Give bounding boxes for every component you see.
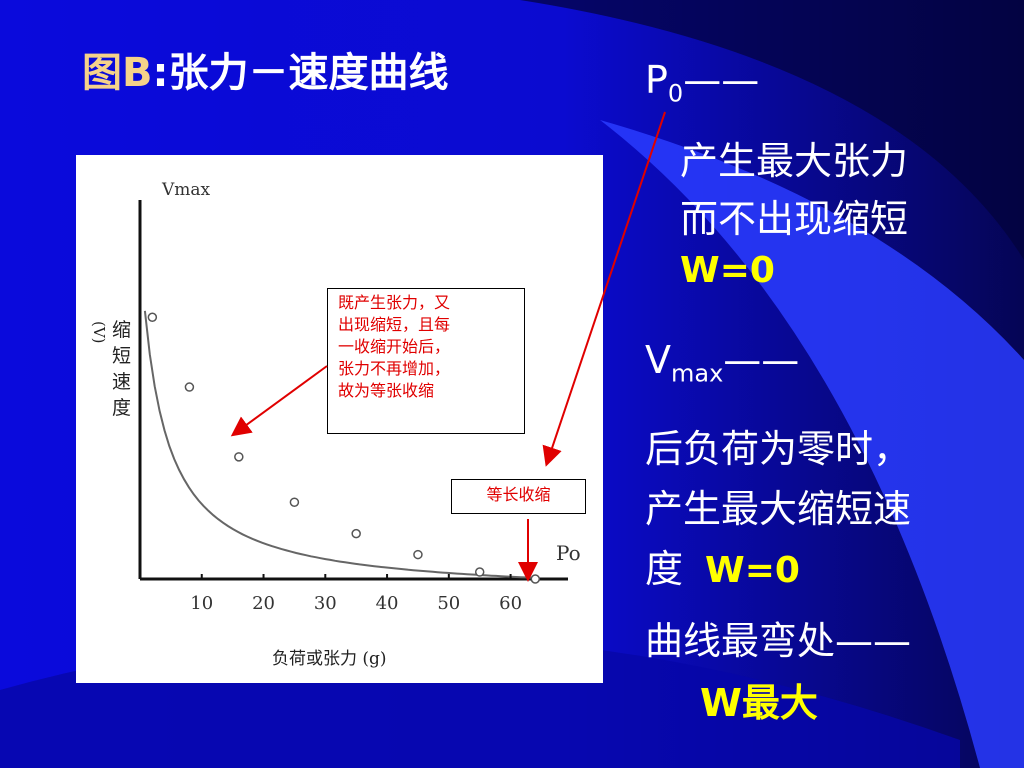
vmax-label: V [645, 338, 671, 382]
data-point [530, 574, 541, 584]
y-axis-paren-label: (V) [90, 321, 108, 344]
isometric-annotation: 等长收缩 [451, 479, 586, 514]
bend-heading: 曲线最弯处—— [645, 610, 911, 665]
p0-label: P [645, 58, 668, 102]
bend-work: W最大 [700, 681, 818, 725]
isotonic-line-5: 故为等张收缩 [338, 381, 435, 400]
data-point [474, 567, 485, 577]
vmax-subscript: max [671, 359, 724, 388]
vmax-desc-line3: 度 W=0 [645, 538, 800, 593]
p0-heading: P0—— [645, 58, 759, 108]
x-tick-label: 60 [499, 593, 522, 614]
title-main: :张力－速度曲线 [152, 50, 449, 96]
p0-work: W=0 [680, 250, 775, 291]
isotonic-line-2: 出现缩短，且每 [338, 315, 451, 334]
p0-desc-line1: 产生最大张力 [680, 139, 909, 183]
x-tick-label: 40 [376, 593, 399, 614]
y-axis-char-4: 度 [112, 397, 132, 419]
title-prefix: 图B [82, 50, 153, 96]
vmax-desc-line2: 产生最大缩短速 [645, 487, 912, 531]
p0-tick-label: Po [556, 541, 581, 565]
slide-title: 图B:张力－速度曲线 [82, 40, 449, 98]
p0-desc-line2: 而不出现缩短 [680, 197, 909, 241]
tension-velocity-curve [143, 310, 536, 579]
vmax-dash: —— [723, 338, 800, 382]
p0-subscript: 0 [667, 79, 684, 108]
x-tick-label: 20 [252, 593, 275, 614]
bend-label: 曲线最弯处 [645, 619, 836, 663]
isotonic-annotation: 既产生张力，又 出现缩短，且每 一收缩开始后， 张力不再增加， 故为等张收缩 [327, 288, 525, 434]
vmax-desc-line1: 后负荷为零时， [645, 427, 912, 471]
x-tick-label: 30 [314, 593, 337, 614]
bend-dash: —— [835, 619, 912, 663]
y-axis-char-2: 短 [112, 345, 132, 367]
vmax-work: W=0 [705, 550, 800, 591]
tension-velocity-chart: 10 20 30 40 50 60 Po Vmax 负荷或张力 (g) [138, 180, 581, 669]
x-tick-label: 50 [437, 593, 460, 614]
y-axis-char-1: 缩 [112, 319, 132, 341]
vmax-heading: Vmax—— [645, 338, 799, 388]
x-tick-label: 10 [190, 593, 213, 614]
data-point [234, 452, 244, 462]
vmax-desc-degree: 度 [645, 547, 684, 591]
data-point [184, 382, 195, 392]
y-axis-char-3: 速 [112, 371, 132, 393]
data-point [289, 497, 300, 507]
data-point [413, 549, 423, 560]
isotonic-line-1: 既产生张力，又 [338, 293, 451, 312]
vmax-axis-label: Vmax [161, 180, 211, 200]
isotonic-line-4: 张力不再增加， [338, 359, 451, 378]
p0-dash: —— [683, 58, 760, 102]
data-point [351, 528, 361, 539]
isotonic-line-3: 一收缩开始后， [338, 337, 451, 356]
x-axis-label: 负荷或张力 (g) [272, 649, 387, 669]
data-point [147, 312, 158, 322]
